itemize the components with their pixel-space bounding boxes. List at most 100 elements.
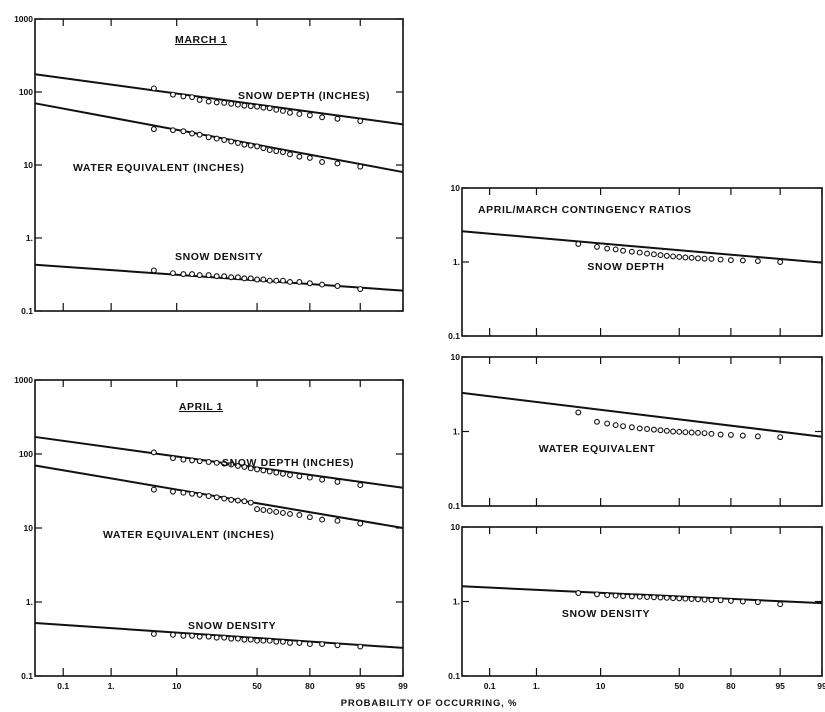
x-tick-label: 95 bbox=[356, 681, 366, 691]
water-equivalent-ratio-data-point bbox=[644, 426, 651, 432]
snow-density-data-point bbox=[273, 638, 280, 645]
snow-depth-data-point bbox=[241, 102, 248, 109]
snow-depth-data-point bbox=[319, 476, 326, 483]
snow-density-data-point bbox=[266, 637, 273, 644]
y-tick-label: 1. bbox=[26, 233, 33, 243]
snow-depth-data-point bbox=[228, 100, 235, 107]
water-equivalent-data-point bbox=[228, 496, 235, 503]
snow-density-data-point bbox=[266, 277, 273, 284]
snow-density-data-point bbox=[150, 267, 157, 274]
snow-density-data-point bbox=[296, 639, 303, 646]
snow-depth-data-point bbox=[196, 458, 203, 465]
water-equivalent-data-point bbox=[254, 143, 261, 150]
snow-density-data-point bbox=[150, 631, 157, 637]
snow-depth-data-point bbox=[260, 104, 267, 111]
snow-depth-data-point bbox=[287, 109, 293, 116]
water-equivalent-data-point bbox=[205, 493, 212, 500]
water-equivalent-data-point bbox=[170, 488, 176, 495]
water-equivalent-data-point bbox=[205, 134, 212, 141]
water-equivalent-data-point bbox=[279, 509, 286, 516]
snow-depth-data-point bbox=[247, 103, 254, 110]
water-equivalent-data-point bbox=[241, 141, 248, 148]
water-equivalent-data-point bbox=[247, 142, 254, 149]
y-tick-label: 1. bbox=[453, 257, 460, 267]
snow-depth-data-point bbox=[189, 457, 196, 464]
water-equivalent-ratio-data-point bbox=[620, 423, 627, 430]
snow-depth-ratio-data-point bbox=[777, 259, 784, 265]
snow-density-data-point bbox=[334, 642, 341, 649]
snow-depth-data-point bbox=[296, 473, 303, 480]
water-equivalent-ratio-fit-line bbox=[461, 391, 823, 438]
water-equivalent-data-point bbox=[221, 137, 228, 143]
snow-density-ratio-data-point bbox=[708, 596, 715, 603]
y-tick-label: 1. bbox=[26, 597, 33, 607]
snow-depth-data-point bbox=[234, 101, 241, 108]
snow-density-data-point bbox=[180, 271, 187, 278]
water-equivalent-ratio-data-point bbox=[777, 434, 784, 441]
snow-depth-ratio-data-point bbox=[636, 249, 643, 256]
snow-depth-ratio-data-point bbox=[644, 250, 651, 257]
y-tick-label: 10 bbox=[451, 183, 461, 193]
snow-depth-ratio-data-point bbox=[717, 256, 724, 263]
snow-density-data-point bbox=[241, 636, 248, 643]
snow-density-ratio-data-point bbox=[739, 598, 746, 605]
snow-density-ratio-data-point bbox=[594, 591, 600, 598]
x-tick-label: 80 bbox=[305, 681, 315, 691]
x-tick-label: 95 bbox=[775, 681, 785, 691]
snow-density-ratio-data-point bbox=[727, 597, 734, 604]
water-equivalent-data-point bbox=[296, 512, 303, 518]
snow-density-data-point bbox=[306, 280, 313, 287]
series-label-water-equivalent: WATER EQUIVALENT (INCHES) bbox=[103, 529, 275, 541]
snow-density-data-point bbox=[196, 633, 203, 640]
snow-depth-ratio-data-point bbox=[695, 255, 701, 262]
water-equivalent-data-point bbox=[287, 151, 293, 158]
water-equivalent-data-point bbox=[296, 153, 303, 160]
snow-depth-ratio-data-point bbox=[663, 252, 670, 259]
y-tick-label: 10 bbox=[24, 160, 34, 170]
snow-density-data-point bbox=[287, 639, 293, 646]
water-equivalent-ratio-data-point bbox=[612, 422, 619, 429]
water-equivalent-data-point bbox=[254, 506, 261, 513]
snow-density-data-point bbox=[273, 277, 280, 284]
water-equivalent-data-point bbox=[357, 163, 364, 170]
snow-depth-data-point bbox=[306, 474, 313, 481]
snow-depth-ratio-data-point bbox=[575, 241, 582, 247]
water-equivalent-data-point bbox=[234, 497, 241, 504]
snow-density-data-point bbox=[234, 274, 241, 281]
snow-density-data-point bbox=[189, 632, 196, 639]
snow-density-ratio-fit-line bbox=[461, 585, 823, 605]
snow-density-ratio-data-point bbox=[612, 592, 619, 599]
x-tick-label: 50 bbox=[252, 681, 262, 691]
water-equivalent-data-point bbox=[306, 154, 313, 161]
water-equivalent-data-point bbox=[334, 517, 341, 524]
water-equivalent-ratio-data-point bbox=[650, 426, 657, 433]
water-equivalent-ratio-data-point bbox=[701, 430, 708, 437]
x-axis-label: PROBABILITY OF OCCURRING, % bbox=[341, 698, 518, 709]
snow-depth-data-point bbox=[234, 462, 241, 469]
snow-density-data-point bbox=[260, 637, 267, 644]
water-equivalent-ratio-data-point bbox=[682, 429, 689, 436]
water-equivalent-data-point bbox=[287, 510, 293, 517]
series-label-snow-depth-ratio: SNOW DEPTH bbox=[587, 261, 664, 273]
snow-density-data-point bbox=[254, 276, 261, 283]
snow-depth-data-point bbox=[150, 449, 157, 456]
snow-density-data-point bbox=[279, 638, 286, 645]
snow-density-ratio-data-point bbox=[628, 593, 635, 600]
snow-density-ratio-data-point bbox=[644, 594, 651, 600]
water-equivalent-data-point bbox=[228, 138, 235, 145]
snow-depth-data-point bbox=[306, 112, 313, 119]
water-equivalent-data-point bbox=[266, 147, 273, 154]
chart-april: 1000 100 10 1. 0.1 0.1 1. 10 50 80 95 99 APRIL 1 SNOW… bbox=[14, 375, 408, 691]
snow-depth-data-point bbox=[279, 108, 286, 114]
water-equivalent-ratio-data-point bbox=[717, 431, 724, 438]
water-equivalent-ratio-data-point bbox=[663, 427, 670, 434]
snow-depth-data-point bbox=[357, 118, 364, 124]
snow-depth-data-point bbox=[334, 478, 341, 485]
snow-depth-data-point bbox=[170, 455, 176, 462]
series-label-snow-density-ratio: SNOW DENSITY bbox=[562, 608, 650, 620]
snow-density-data-point bbox=[170, 270, 176, 277]
water-equivalent-ratio-data-point bbox=[657, 427, 664, 434]
snow-depth-ratio-data-point bbox=[676, 254, 683, 260]
snow-depth-data-point bbox=[260, 467, 267, 474]
water-equivalent-data-point bbox=[234, 140, 241, 146]
